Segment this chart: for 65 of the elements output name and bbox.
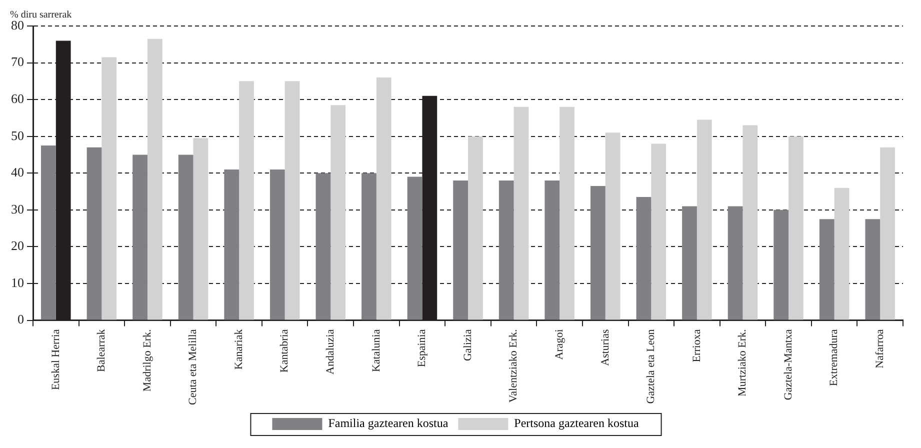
bar — [102, 57, 117, 320]
x-tick-label: Aragoi — [553, 329, 566, 360]
bar — [376, 77, 392, 320]
bar — [330, 105, 346, 320]
x-tick-label: Errioxa — [690, 329, 703, 362]
bar — [560, 106, 574, 320]
bar — [819, 219, 834, 320]
x-tick-label: Asturias — [599, 329, 612, 366]
bar — [636, 197, 652, 320]
bar — [742, 125, 758, 320]
bar — [270, 169, 285, 320]
bar — [239, 81, 254, 320]
y-tick-label: 50 — [11, 128, 24, 143]
bar — [362, 173, 376, 320]
x-tick-label: Euskal Herria — [50, 329, 62, 390]
y-tick-label: 60 — [11, 90, 24, 106]
y-tick-label: 40 — [11, 164, 24, 180]
bar — [193, 138, 208, 320]
y-tick-label: 0 — [18, 312, 24, 327]
x-tick-label: Balearrak — [96, 328, 108, 372]
x-tick-label: Gaztela-Mantxa — [782, 329, 794, 400]
x-tick-label: Galizia — [462, 329, 474, 362]
y-tick-label: 30 — [11, 201, 24, 216]
bar — [132, 154, 148, 320]
x-tick-label: Valentziako Erk. — [508, 329, 520, 403]
y-tick-label: 20 — [11, 238, 24, 254]
bar — [865, 219, 880, 320]
x-tick-label: Kanariak — [232, 328, 245, 370]
bar — [498, 180, 514, 320]
legend-label: Pertsona gaztearen kostua — [514, 416, 640, 430]
bar — [284, 81, 300, 320]
x-tick-label: Andaluzia — [324, 329, 337, 374]
bar — [544, 180, 560, 320]
y-tick-label: 10 — [11, 274, 24, 290]
bar — [682, 206, 697, 320]
bar — [224, 169, 240, 320]
bar — [316, 173, 331, 320]
x-tick-label: Gaztela eta Leon — [645, 328, 658, 404]
bar — [605, 132, 620, 320]
bar — [453, 180, 468, 320]
bar — [880, 147, 895, 320]
y-tick-label: 70 — [11, 54, 24, 70]
x-tick-label: Madrilgo Erk. — [141, 329, 154, 392]
bar — [728, 206, 743, 320]
bar — [774, 210, 789, 320]
x-tick-label: Espainia — [416, 329, 428, 368]
x-tick-label: Kantabria — [278, 329, 291, 373]
bar — [834, 188, 850, 320]
x-tick-label: Murtziako Erk. — [736, 329, 749, 396]
legend-label: Familia gaztearen kostua — [328, 416, 449, 430]
x-tick-label: Nafarroa — [874, 329, 886, 368]
bar — [514, 106, 529, 320]
bar — [407, 176, 422, 320]
bar — [696, 120, 712, 320]
bar — [468, 136, 483, 320]
bar — [86, 147, 102, 320]
bar — [651, 144, 666, 320]
bar — [178, 154, 194, 320]
bar — [41, 146, 56, 320]
x-tick-label: Katalunia — [370, 329, 382, 372]
x-tick-label: Extremadura — [828, 329, 840, 386]
bar — [788, 136, 804, 320]
bar — [590, 186, 606, 320]
bar — [147, 38, 162, 320]
x-tick-label: Ceuta eta Melilla — [187, 329, 200, 405]
